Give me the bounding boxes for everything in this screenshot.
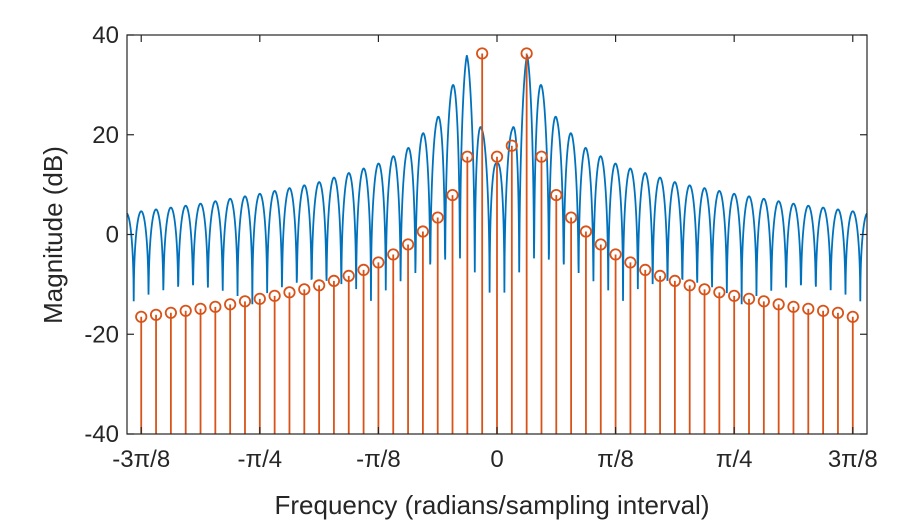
x-tick-label: 3π/8 — [828, 446, 878, 473]
x-axis-label: Frequency (radians/sampling interval) — [275, 490, 710, 520]
stem-marker — [817, 304, 830, 317]
stem-marker — [490, 150, 504, 163]
stem-marker — [505, 139, 518, 152]
stem-marker — [327, 274, 341, 287]
y-tick-label: 40 — [92, 22, 119, 49]
stem-marker — [772, 298, 785, 311]
stem-marker — [372, 256, 385, 269]
stem-marker — [209, 300, 222, 313]
stem-marker — [668, 274, 681, 287]
stem-marker — [787, 300, 800, 313]
stem-marker — [446, 188, 459, 202]
stem-marker — [401, 238, 415, 251]
stem-marker — [565, 211, 578, 224]
stem-marker — [683, 279, 696, 292]
stem-marker — [609, 248, 622, 261]
stem-marker — [431, 211, 444, 224]
stem-marker — [757, 295, 770, 308]
stem-marker — [802, 302, 815, 315]
y-tick-label: -40 — [84, 421, 119, 448]
stem-marker — [476, 47, 489, 60]
x-tick-label: -3π/8 — [112, 446, 170, 473]
stem-marker — [357, 263, 370, 277]
stem-marker — [313, 279, 326, 292]
stem-marker — [713, 286, 726, 299]
stem-marker — [416, 225, 429, 238]
stem-marker — [535, 150, 548, 163]
y-tick-label: -20 — [84, 321, 119, 348]
x-tick-label: π/4 — [716, 446, 753, 473]
stem-marker — [224, 298, 237, 311]
x-tick-label: π/8 — [597, 446, 634, 473]
stem-marker — [594, 238, 607, 251]
x-tick-label: -π/4 — [238, 446, 283, 473]
stem-marker — [698, 283, 711, 296]
stem-marker — [164, 306, 177, 319]
stem-marker — [268, 289, 281, 302]
stem-marker — [149, 308, 163, 321]
stem-marker — [461, 150, 474, 163]
stem-marker — [342, 269, 355, 282]
stem-marker — [550, 188, 563, 202]
x-tick-label: 0 — [490, 446, 503, 473]
stem-marker — [579, 225, 593, 238]
plot-area — [127, 47, 867, 434]
stem-marker — [831, 306, 845, 319]
stem-marker — [520, 47, 533, 60]
y-tick-label: 0 — [106, 222, 119, 249]
stem-marker — [253, 292, 266, 305]
x-tick-label: -π/8 — [356, 446, 401, 473]
stem-marker — [846, 310, 859, 323]
y-axis-label: Magnitude (dB) — [38, 146, 68, 324]
stem-marker — [283, 286, 296, 299]
stem-marker — [742, 292, 756, 305]
axes: -3π/8 -π/4 -π/8 0 π/8 π/4 3π/8 -40 -20 0 20 40 — [84, 22, 877, 473]
y-tick-label: 20 — [92, 122, 119, 149]
stem-marker — [728, 289, 741, 302]
stem-marker — [653, 269, 667, 282]
stem-marker — [624, 256, 637, 269]
stem-marker — [298, 283, 311, 296]
stem-marker — [639, 263, 652, 277]
stem-marker — [135, 310, 148, 323]
stem-marker — [238, 295, 252, 308]
stem-marker — [179, 304, 192, 317]
stem-marker — [387, 248, 400, 261]
stem-marker — [194, 302, 207, 315]
